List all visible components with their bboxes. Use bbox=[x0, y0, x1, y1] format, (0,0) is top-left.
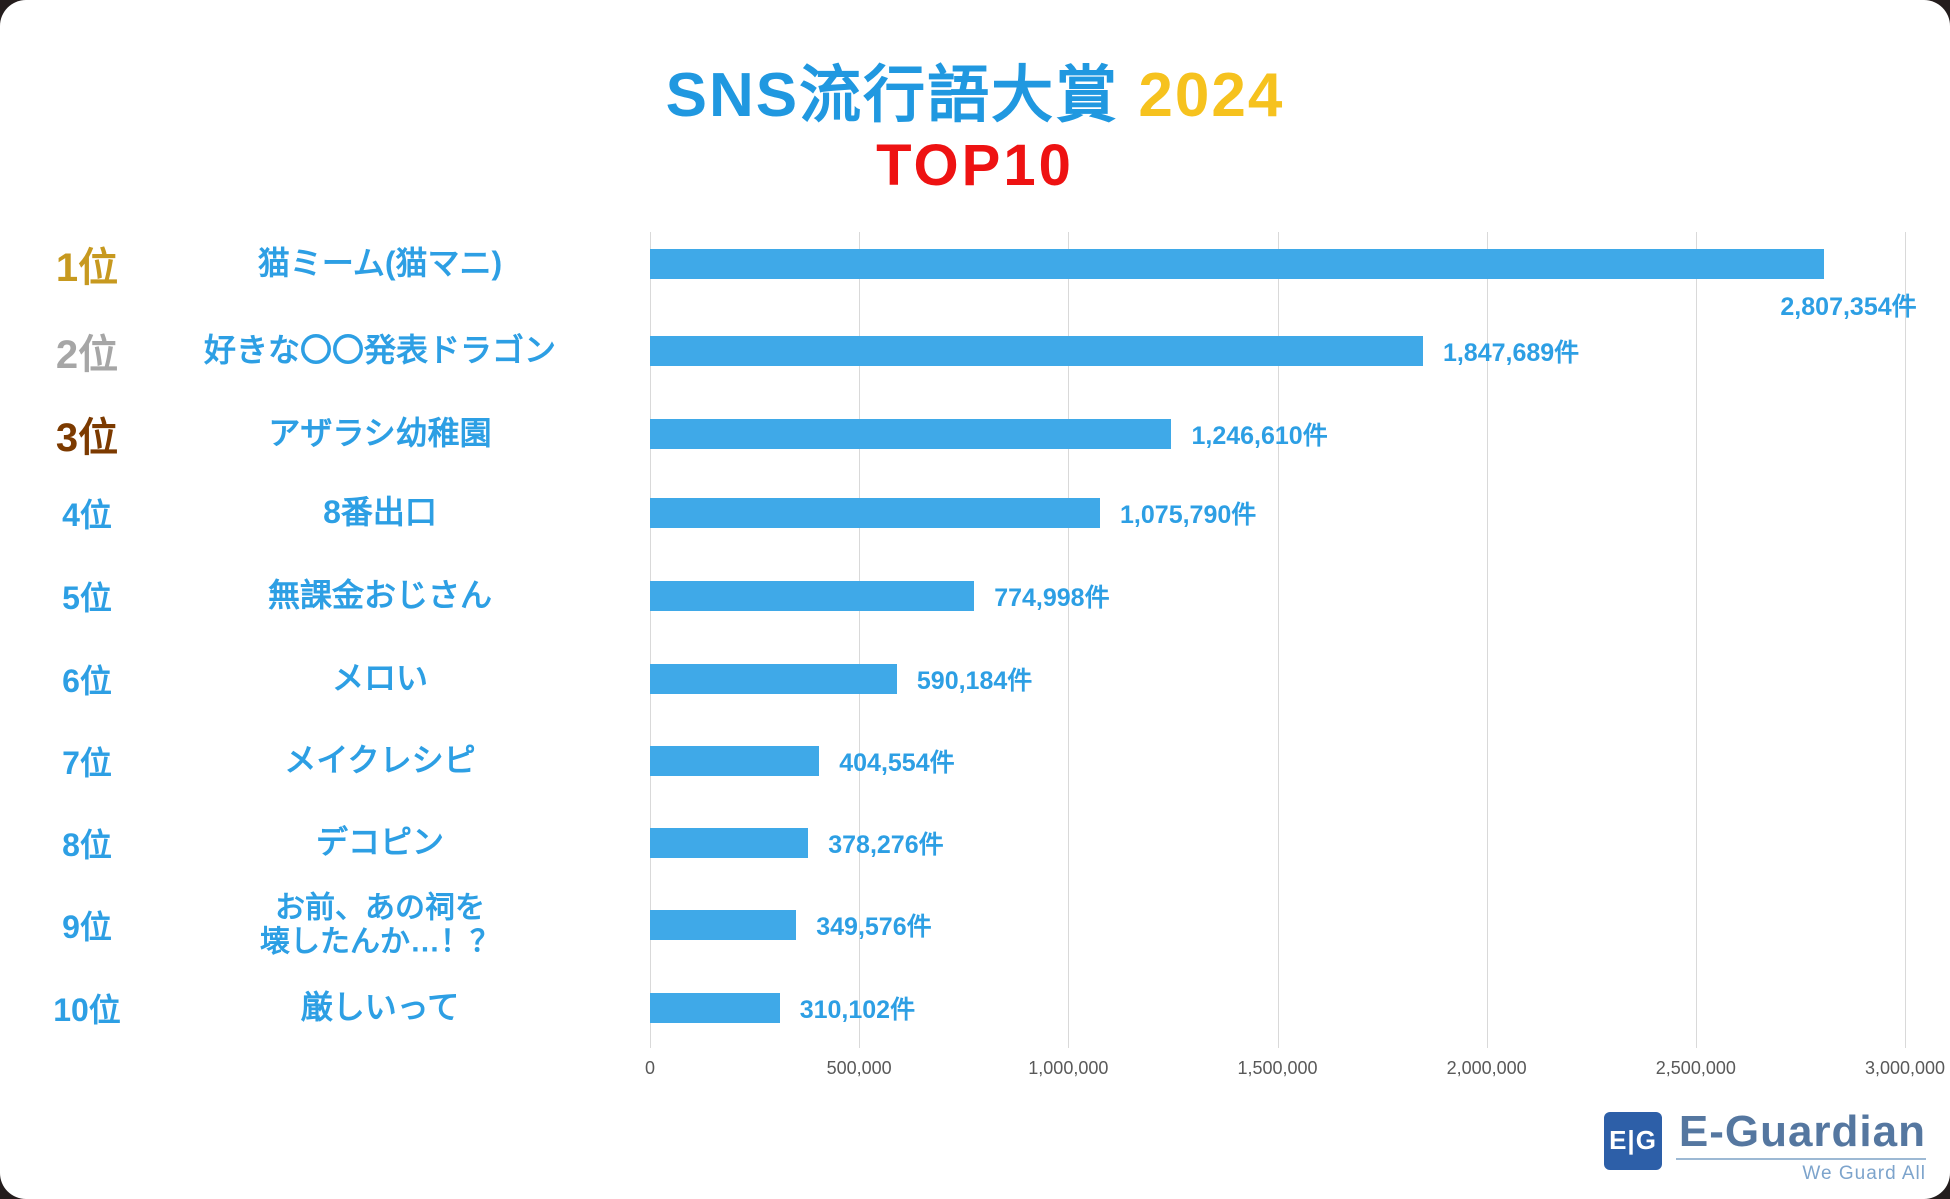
rank-label: 7位 bbox=[62, 745, 112, 781]
value-label: 310,102件 bbox=[799, 996, 916, 1024]
item-label: 8番出口 bbox=[323, 494, 437, 531]
brand-text-block: E-Guardian We Guard All bbox=[1676, 1106, 1926, 1185]
bar bbox=[650, 828, 809, 858]
brand-footer: E|G E-Guardian We Guard All bbox=[1604, 1106, 1926, 1185]
item-label: デコピン bbox=[315, 824, 444, 861]
bar bbox=[650, 910, 797, 940]
item-label: アザラシ幼稚園 bbox=[268, 415, 492, 452]
x-tick-label: 2,500,000 bbox=[1655, 1058, 1736, 1078]
item-label: 好きな〇〇発表ドラゴン bbox=[203, 332, 556, 369]
gridline bbox=[1486, 232, 1488, 1048]
chart-title: SNS流行語大賞 2024 bbox=[0, 44, 1950, 134]
bar bbox=[650, 581, 975, 611]
rank-label: 5位 bbox=[62, 580, 112, 616]
gridline bbox=[650, 232, 651, 1048]
item-label: メロい bbox=[331, 660, 428, 697]
rank-label: 9位 bbox=[62, 909, 112, 945]
chart-subtitle: TOP10 bbox=[876, 133, 1074, 198]
logo-glyph: E|G bbox=[1609, 1125, 1657, 1156]
value-label: 1,847,689件 bbox=[1442, 339, 1580, 367]
brand-name: E-Guardian bbox=[1678, 1106, 1926, 1156]
gridline bbox=[1905, 232, 1906, 1048]
gridline bbox=[859, 232, 861, 1048]
x-tick-label: 500,000 bbox=[826, 1058, 892, 1078]
bar bbox=[650, 249, 1825, 279]
gridline bbox=[1277, 232, 1279, 1048]
rank-label: 2位 bbox=[55, 333, 119, 377]
gridline bbox=[1695, 232, 1697, 1048]
rank-label: 1位 bbox=[55, 246, 119, 290]
rank-label: 4位 bbox=[62, 497, 112, 533]
item-label: 猫ミーム(猫マニ) bbox=[257, 245, 503, 282]
x-tick-label: 3,000,000 bbox=[1864, 1058, 1946, 1078]
rank-label: 6位 bbox=[62, 663, 112, 699]
item-label: 無課金おじさん bbox=[267, 577, 492, 614]
bar bbox=[650, 336, 1423, 366]
title-year-text: 2024 bbox=[1138, 61, 1285, 130]
brand-divider bbox=[1676, 1158, 1926, 1160]
rank-label: 3位 bbox=[55, 416, 119, 460]
x-tick-label: 0 bbox=[644, 1058, 656, 1078]
item-label: 厳しいって bbox=[300, 989, 460, 1026]
value-label: 1,075,790件 bbox=[1120, 501, 1257, 529]
bar bbox=[650, 746, 820, 776]
value-label: 590,184件 bbox=[916, 667, 1033, 695]
value-label: 404,554件 bbox=[839, 749, 955, 777]
x-tick-label: 1,500,000 bbox=[1237, 1058, 1318, 1078]
value-label: 378,276件 bbox=[828, 831, 944, 859]
x-tick-label: 1,000,000 bbox=[1028, 1058, 1109, 1078]
brand-tagline: We Guard All bbox=[1802, 1163, 1926, 1184]
value-label: 2,807,354件 bbox=[1780, 293, 1917, 321]
bar bbox=[650, 419, 1172, 449]
title-main-text: SNS流行語大賞 bbox=[665, 61, 1120, 130]
bar bbox=[650, 498, 1101, 528]
gridline bbox=[1068, 232, 1070, 1048]
x-tick-label: 2,000,000 bbox=[1446, 1058, 1527, 1078]
item-label: メイクレシピ bbox=[284, 742, 476, 779]
item-label: お前、あの祠を 壊したんか…！？ bbox=[260, 891, 500, 958]
rank-label: 10位 bbox=[53, 992, 121, 1028]
rank-label: 8位 bbox=[62, 827, 112, 863]
value-label: 774,998件 bbox=[994, 584, 1110, 612]
e-guardian-logo-icon: E|G bbox=[1604, 1111, 1662, 1170]
bar bbox=[650, 993, 780, 1023]
value-label: 1,246,610件 bbox=[1191, 422, 1328, 450]
value-label: 349,576件 bbox=[816, 913, 932, 941]
bar bbox=[650, 664, 897, 694]
